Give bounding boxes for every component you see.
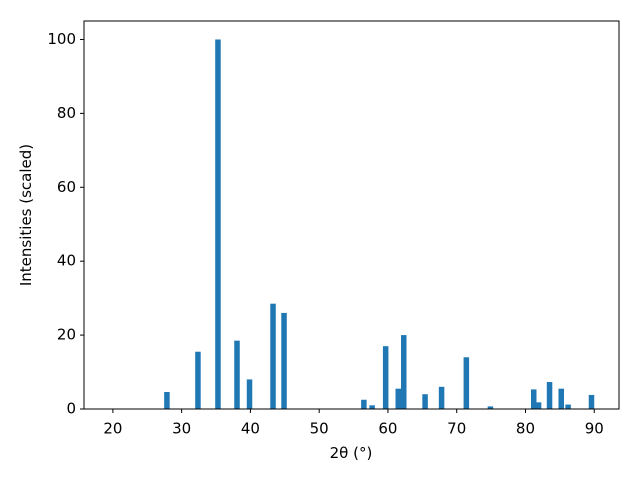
bar <box>535 402 542 409</box>
bar <box>215 39 221 409</box>
x-tick-label: 20 <box>103 420 122 438</box>
bar <box>565 404 571 409</box>
bar <box>401 335 407 409</box>
x-tick-label: 80 <box>516 420 535 438</box>
x-tick-label: 30 <box>172 420 191 438</box>
bar <box>382 346 389 409</box>
x-tick-label: 50 <box>310 420 329 438</box>
bar <box>546 382 553 409</box>
x-tick-label: 40 <box>241 420 260 438</box>
bar <box>246 379 253 409</box>
x-tick-label: 70 <box>447 420 466 438</box>
y-tick-label: 60 <box>57 178 76 196</box>
y-tick-label: 40 <box>57 252 76 270</box>
bar <box>361 399 367 409</box>
bar <box>463 357 470 409</box>
bar <box>195 351 201 409</box>
y-tick-label: 0 <box>66 400 76 418</box>
x-axis-label: 2θ (°) <box>330 444 373 462</box>
bar <box>234 340 240 409</box>
bar <box>369 405 375 409</box>
y-tick-label: 100 <box>47 30 76 48</box>
axes-frame <box>83 20 620 410</box>
bar <box>588 394 595 409</box>
bar <box>395 388 402 409</box>
bar <box>281 312 287 409</box>
bar <box>438 386 445 409</box>
y-tick-label: 80 <box>57 104 76 122</box>
bar <box>422 394 428 409</box>
x-tick-label: 90 <box>585 420 604 438</box>
bar <box>487 406 494 409</box>
y-tick-label: 20 <box>57 326 76 344</box>
bar <box>270 303 276 409</box>
x-tick-label: 60 <box>378 420 397 438</box>
bar <box>164 392 170 409</box>
y-axis-label: Intensities (scaled) <box>17 144 35 286</box>
bar <box>558 388 564 409</box>
bar <box>530 389 537 409</box>
